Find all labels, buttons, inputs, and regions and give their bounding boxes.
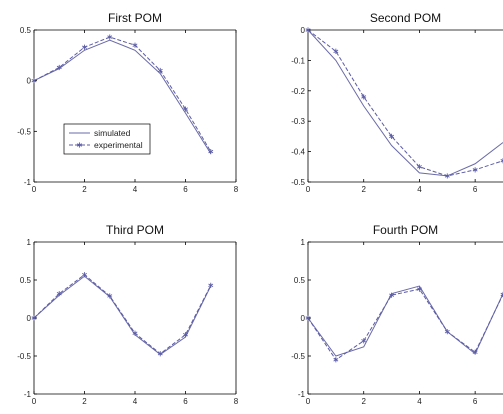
data-point-experimental	[56, 291, 62, 297]
legend-label-experimental: experimental	[94, 140, 143, 150]
x-tick-label: 0	[306, 185, 311, 194]
y-tick-label: -1	[24, 390, 32, 399]
data-point-experimental	[157, 351, 163, 357]
x-tick-label: 8	[234, 397, 239, 406]
legend-box	[63, 123, 151, 155]
y-tick-label: 0	[301, 314, 306, 323]
data-point-experimental	[305, 27, 311, 33]
data-point-experimental	[157, 67, 163, 74]
data-point-experimental	[472, 349, 478, 355]
x-tick-label: 4	[417, 397, 422, 406]
x-tick-label: 2	[361, 185, 366, 194]
legend-label-simulated: simulated	[94, 128, 131, 138]
data-point-experimental	[333, 357, 339, 363]
x-tick-label: 6	[473, 397, 478, 406]
y-tick-label: 1	[27, 238, 32, 247]
chart-panel-4: Fourth POM 0 2 4 6 -1 -0.5 0 0.5 1	[291, 223, 503, 406]
data-point-experimental	[132, 42, 138, 48]
y-tick-label: 1	[301, 238, 306, 247]
x-tick-label: 6	[473, 185, 478, 194]
x-tick-label: 2	[82, 185, 87, 194]
x-tick-label: 4	[133, 397, 138, 406]
data-point-experimental	[107, 293, 113, 299]
y-tick-label: -0.5	[17, 352, 31, 361]
chart-panel-3: Third POM 0 2 4 6 8 -1 -0.5 0 0.5 1	[17, 223, 239, 406]
x-tick-label: 6	[183, 185, 188, 194]
data-point-experimental	[500, 158, 503, 164]
x-tick-label: 0	[306, 397, 311, 406]
x-tick-label: 8	[234, 185, 239, 194]
y-tick-label: 0.5	[20, 26, 32, 35]
series-line-simulated	[307, 285, 503, 357]
y-tick-label: -1	[298, 390, 306, 399]
chart-title: First POM	[108, 11, 162, 25]
series-line-simulated	[33, 275, 212, 356]
data-point-experimental	[444, 173, 450, 179]
y-tick-label: 0.5	[294, 276, 306, 285]
data-point-experimental	[208, 149, 214, 155]
chart-panel-2: Second POM 0 2 4 6 -0.5 -0.4 -0.3 -0.2 -0.1 0	[291, 11, 503, 194]
x-tick-label: 0	[32, 185, 37, 194]
data-point-experimental	[183, 106, 188, 112]
data-point-experimental	[361, 94, 367, 100]
series-line-experimental	[307, 29, 503, 177]
y-tick-label: -0.1	[291, 56, 305, 65]
data-point-experimental	[82, 272, 87, 278]
chart-title: Third POM	[106, 223, 164, 237]
data-point-experimental	[305, 315, 311, 321]
legend-marker-experimental	[77, 142, 82, 148]
data-point-experimental	[107, 34, 113, 40]
data-point-experimental	[416, 286, 422, 292]
y-tick-label: -0.5	[17, 127, 31, 136]
data-point-experimental	[472, 167, 478, 173]
y-tick-label: -0.5	[291, 352, 305, 361]
data-point-experimental	[389, 133, 395, 139]
y-tick-label: 0	[27, 314, 32, 323]
chart-title: Fourth POM	[373, 223, 438, 237]
y-tick-label: 0	[27, 77, 32, 86]
y-tick-label: 0.5	[20, 276, 32, 285]
y-tick-label: -0.5	[291, 178, 305, 187]
y-tick-label: -1	[24, 178, 32, 187]
data-point-experimental	[183, 332, 188, 338]
x-tick-label: 2	[82, 397, 87, 406]
x-tick-label: 0	[32, 397, 37, 406]
data-point-experimental	[56, 64, 62, 71]
series-line-simulated	[33, 39, 212, 154]
y-tick-label: -0.2	[291, 87, 305, 96]
series-line-simulated	[307, 29, 503, 177]
y-tick-label: -0.3	[291, 117, 305, 126]
data-point-experimental	[333, 48, 339, 54]
y-tick-label: 0	[301, 26, 306, 35]
x-tick-label: 2	[361, 397, 366, 406]
series-line-experimental	[33, 36, 212, 152]
data-point-experimental	[444, 329, 450, 335]
data-point-experimental	[82, 44, 87, 50]
y-tick-label: -0.4	[291, 148, 305, 157]
x-tick-label: 6	[183, 397, 188, 406]
chart-title: Second POM	[370, 11, 441, 25]
data-point-experimental	[31, 78, 37, 84]
series-line-experimental	[307, 288, 503, 361]
chart-panel-1: First POM 0 2 4 6 8 -1 -0.5 0 0.5 simulated experim…	[17, 11, 239, 194]
series-line-experimental	[33, 274, 212, 355]
data-point-experimental	[208, 282, 214, 288]
data-point-experimental	[132, 330, 138, 336]
data-point-experimental	[361, 338, 367, 344]
x-tick-label: 4	[133, 185, 138, 194]
data-point-experimental	[31, 315, 37, 321]
data-point-experimental	[500, 291, 503, 298]
data-point-experimental	[416, 164, 422, 170]
x-tick-label: 4	[417, 185, 422, 194]
data-point-experimental	[389, 292, 395, 298]
